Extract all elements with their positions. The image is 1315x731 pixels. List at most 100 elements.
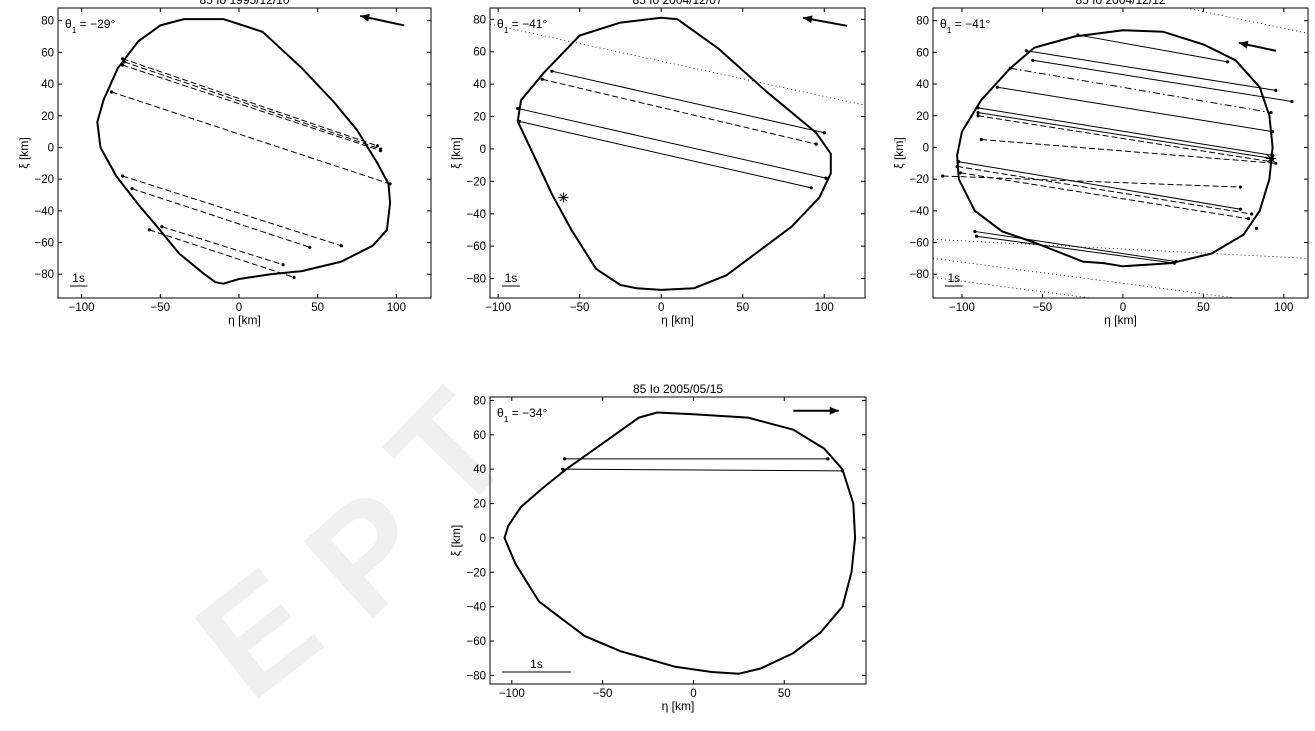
chord-endpoint [375,144,380,148]
chord-endpoint [120,63,125,67]
plot-area [933,8,1308,298]
chord-endpoint [1270,130,1275,134]
chord-line [122,58,378,147]
chord-endpoint [339,244,343,248]
x-tick-label: −100 [499,688,525,700]
y-axis-label: ξ [km] [449,137,463,168]
chord-line [131,188,310,248]
axes-frame [489,7,866,299]
x-tick-label: 0 [658,302,664,314]
chord-line [161,226,284,266]
chord-endpoint [120,57,125,61]
y-tick-label: 80 [473,14,486,26]
chord-endpoint [160,225,164,229]
chord-line [1032,59,1292,102]
y-tick-label: −40 [34,206,54,218]
y-tick-label: −20 [466,567,486,579]
chord-line [958,161,1241,210]
y-tick-label: −20 [909,174,929,186]
chord-endpoint [1008,66,1012,70]
chord-line [974,230,1177,263]
x-tick-label: −50 [570,302,590,314]
theta-annotation: θ1 = −29° [65,17,115,35]
plot-area [490,16,865,291]
chord-endpoint [814,142,818,146]
chord-endpoint [1225,60,1230,64]
axes-frame [489,396,867,685]
chord-endpoint [1172,261,1177,265]
chord-endpoint [1290,99,1294,104]
chord-line [123,61,381,150]
x-tick-label: 0 [690,688,696,700]
y-tick-label: −80 [909,269,929,281]
chord-line [519,120,812,189]
chord-endpoint [957,160,961,164]
chord-line [976,235,1175,264]
chord-endpoint [976,114,980,118]
x-axis-label: η [km] [662,699,695,713]
chord-endpoint [1274,161,1278,165]
chord-endpoint [122,60,126,64]
x-tick-label: 50 [311,302,324,314]
chord-line [981,139,1276,164]
chord-endpoint [517,119,521,124]
y-tick-label: 20 [473,112,486,124]
time-scale-label: 1s [948,271,961,285]
y-tick-label: −60 [34,238,54,250]
time-scale-label: 1s [505,271,518,285]
time-scale-label: 1s [530,657,543,671]
chart-panel-3: 85 Io 2004/12/12 −100 −50 0 50 100 −80 −60 −40 −2… [892,0,1309,327]
y-tick-label: −20 [466,176,486,188]
chord-line [977,107,1273,156]
shape-outline [503,411,857,675]
x-axis-label: η [km] [228,313,261,327]
shape-outline [96,18,392,285]
axes-frame [57,7,432,299]
y-tick-label: −80 [466,274,486,286]
y-tick-label: 40 [473,464,486,476]
dotted-line [490,23,865,106]
y-tick-label: −20 [34,174,54,186]
y-axis-label: ξ [km] [17,137,31,168]
chord-endpoint [974,234,979,238]
chord-endpoint [1250,212,1254,216]
y-tick-label: −60 [466,636,486,648]
chart-panel-4: 85 Io 2005/05/15 −100 −50 0 50 −80 −60 −40 −20 0 2… [449,382,867,713]
chord-endpoint [562,457,567,461]
y-tick-label: 40 [473,79,486,91]
chord-endpoint [973,229,977,234]
chord-endpoint [976,106,980,110]
y-tick-label: −40 [466,209,486,221]
y-tick-label: 0 [48,142,54,154]
y-tick-label: 40 [916,79,929,91]
chord-endpoint [516,106,520,111]
plot-area [96,18,392,285]
chart-panel-1: 85 Io 1995/12/10 −100 −50 0 50 100 −80 −60 −40 −2… [17,0,432,327]
chord-endpoint [550,69,554,73]
theta-annotation: θ1 = −41° [940,17,990,35]
y-axis-label: ξ [km] [449,525,463,556]
x-tick-label: 50 [736,302,749,314]
chart-title: 85 Io 1995/12/10 [199,0,289,7]
axes-frame [932,7,1309,299]
y-tick-label: 0 [480,144,486,156]
chord-line [1026,50,1276,91]
chord-line [1077,34,1228,63]
chart-panel-2: 85 Io 2004/12/07 −100 −50 0 50 100 −80 −60 −40 −2… [449,0,866,327]
x-tick-label: 0 [1120,302,1126,314]
x-tick-label: 50 [778,688,791,700]
y-tick-label: −40 [909,206,929,218]
chord-endpoint [1274,88,1278,93]
x-tick-label: −50 [593,688,613,700]
x-tick-label: 100 [387,302,406,314]
x-axis-label: η [km] [1104,313,1137,327]
x-tick-label: 50 [1197,302,1210,314]
x-axis-label: η [km] [661,313,694,327]
shape-outline [516,16,832,291]
theta-annotation: θ1 = −41° [497,17,547,35]
y-tick-label: 60 [473,430,486,442]
x-tick-label: −50 [1033,302,1053,314]
y-tick-label: 0 [923,142,929,154]
direction-arrow-head [803,15,813,24]
